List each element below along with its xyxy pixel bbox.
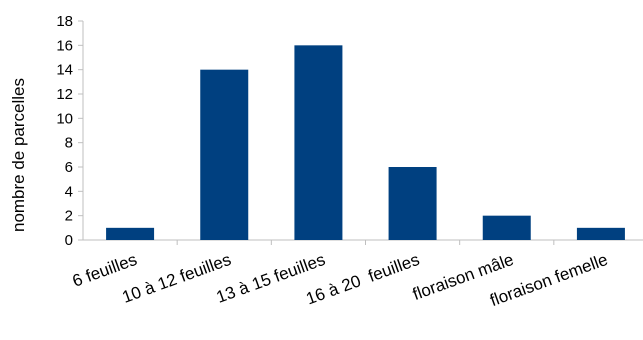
y-tick-label: 12 <box>56 86 73 103</box>
axes <box>82 21 643 245</box>
bar <box>576 227 625 240</box>
y-tick-label: 10 <box>56 110 73 127</box>
y-tick-label: 14 <box>56 62 73 79</box>
y-tick-label: 0 <box>65 232 73 249</box>
bar <box>106 227 155 240</box>
y-tick-label: 2 <box>65 208 73 225</box>
bar <box>482 215 531 240</box>
y-tick-label: 4 <box>65 183 73 200</box>
y-axis-title: nombre de parcelles <box>9 78 28 232</box>
bar <box>294 45 343 241</box>
y-tick-label: 18 <box>56 13 73 30</box>
bar <box>200 69 249 241</box>
bars <box>106 45 625 241</box>
y-tick-label: 6 <box>65 159 73 176</box>
y-tick-label: 16 <box>56 37 73 54</box>
y-tick-label: 8 <box>65 135 73 152</box>
bar <box>388 167 437 240</box>
y-tick-labels: 0 2 4 6 8 10 12 14 16 18 <box>56 13 83 249</box>
